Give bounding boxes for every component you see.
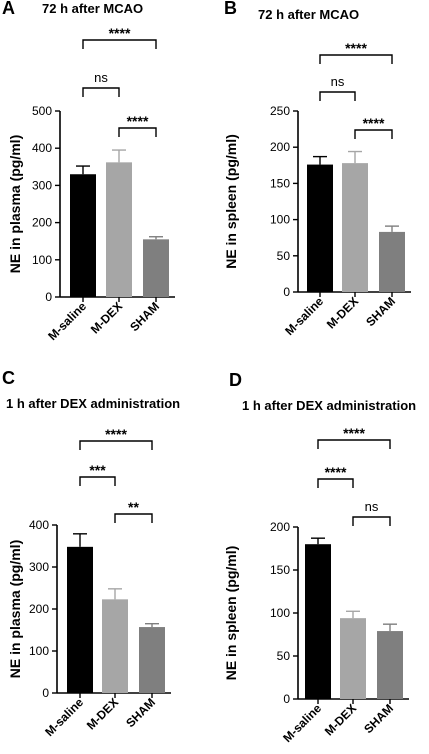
significance-bracket [317, 439, 391, 449]
panel-letter: C [2, 368, 15, 388]
significance-bracket [82, 39, 157, 49]
x-tick-label: SHAM [361, 701, 396, 736]
y-tick-label: 150 [270, 563, 290, 577]
significance-bracket [118, 127, 157, 137]
x-tick-label: M-saline [45, 299, 89, 343]
panel-letter: A [2, 0, 15, 18]
y-tick-label: 200 [32, 216, 52, 230]
y-tick-label: 0 [42, 686, 49, 700]
x-tick-label: SHAM [127, 299, 162, 334]
significance-label: ns [365, 499, 379, 514]
y-tick-label: 400 [29, 518, 49, 532]
y-tick-label: 0 [283, 692, 290, 706]
y-tick-label: 200 [270, 140, 290, 154]
bar-sham [143, 239, 169, 297]
significance-bracket [319, 91, 356, 101]
significance-label: **** [325, 464, 347, 480]
y-tick-label: 150 [270, 176, 290, 190]
x-tick-label: M-saline [42, 695, 86, 739]
significance-bracket [352, 516, 391, 526]
bar-m-saline [307, 164, 333, 292]
x-tick-label: M-DEX [84, 695, 121, 732]
x-tick-label: M-DEX [324, 294, 361, 331]
bar-sham [377, 631, 403, 699]
y-tick-label: 100 [270, 213, 290, 227]
significance-label: ns [94, 70, 108, 85]
bar-sham [379, 231, 405, 292]
chart-title: 72 h after MCAO [42, 1, 143, 16]
significance-bracket [79, 440, 153, 450]
bar-m-dex [340, 618, 366, 699]
panel-letter: B [224, 0, 237, 18]
x-tick-label: SHAM [123, 695, 158, 730]
x-tick-label: SHAM [363, 294, 398, 329]
x-tick-label: M-DEX [322, 701, 359, 738]
chart-title: 72 h after MCAO [258, 7, 359, 22]
x-tick-label: M-saline [282, 294, 326, 338]
significance-label: **** [363, 115, 385, 131]
y-axis-title: NE in spleen (pg/ml) [223, 546, 239, 681]
bar-m-dex [342, 163, 368, 292]
y-tick-label: 400 [32, 141, 52, 155]
y-axis-title: NE in spleen (pg/ml) [223, 134, 239, 269]
x-tick-label: M-saline [280, 701, 324, 745]
significance-bracket [114, 513, 153, 523]
significance-bracket [317, 478, 354, 488]
chart-panel-c: C 1 h after DEX administration 0 100 200 300 4… [2, 368, 180, 739]
y-tick-label: 300 [32, 178, 52, 192]
significance-bracket [354, 129, 393, 139]
y-tick-label: 250 [270, 104, 290, 118]
chart-panel-b: B 72 h after MCAO 0 50 100 150 200 250 NE in spl… [223, 0, 411, 338]
significance-label: **** [345, 40, 367, 56]
significance-label: *** [89, 462, 106, 478]
y-tick-label: 100 [32, 253, 52, 267]
chart-panel-a: A 72 h after MCAO 0 100 200 300 400 500 NE in pl… [2, 0, 175, 343]
y-tick-label: 50 [277, 249, 291, 263]
chart-panel-d: D1 h after DEX administration 0 50 100 150 20… [223, 370, 416, 745]
y-tick-label: 200 [270, 520, 290, 534]
y-tick-label: 50 [277, 649, 291, 663]
bar-sham [139, 627, 165, 693]
significance-label: **** [127, 113, 149, 129]
y-tick-label: 500 [32, 104, 52, 118]
significance-label: **** [343, 425, 365, 441]
significance-bracket [79, 476, 116, 486]
bar-m-saline [67, 546, 93, 693]
y-axis-title: NE in plasma (pg/ml) [7, 135, 23, 273]
significance-label: **** [105, 426, 127, 442]
bar-m-saline [305, 544, 331, 699]
bar-m-saline [70, 174, 96, 297]
significance-label: ** [128, 499, 139, 515]
significance-bracket [82, 87, 120, 97]
significance-bracket [319, 54, 393, 64]
y-axis-title: NE in plasma (pg/ml) [7, 540, 23, 678]
y-tick-label: 300 [29, 560, 49, 574]
y-tick-label: 0 [283, 285, 290, 299]
chart-title: 1 h after DEX administration [6, 396, 180, 411]
y-tick-label: 100 [270, 606, 290, 620]
bar-m-dex [106, 162, 132, 297]
significance-label: ns [331, 74, 345, 89]
y-tick-label: 0 [45, 290, 52, 304]
y-tick-label: 100 [29, 644, 49, 658]
bar-m-dex [102, 599, 128, 693]
significance-label: **** [109, 25, 131, 41]
panel-letter: D [229, 370, 242, 390]
y-tick-label: 200 [29, 602, 49, 616]
chart-title: 1 h after DEX administration [242, 398, 416, 413]
x-tick-label: M-DEX [88, 299, 125, 336]
